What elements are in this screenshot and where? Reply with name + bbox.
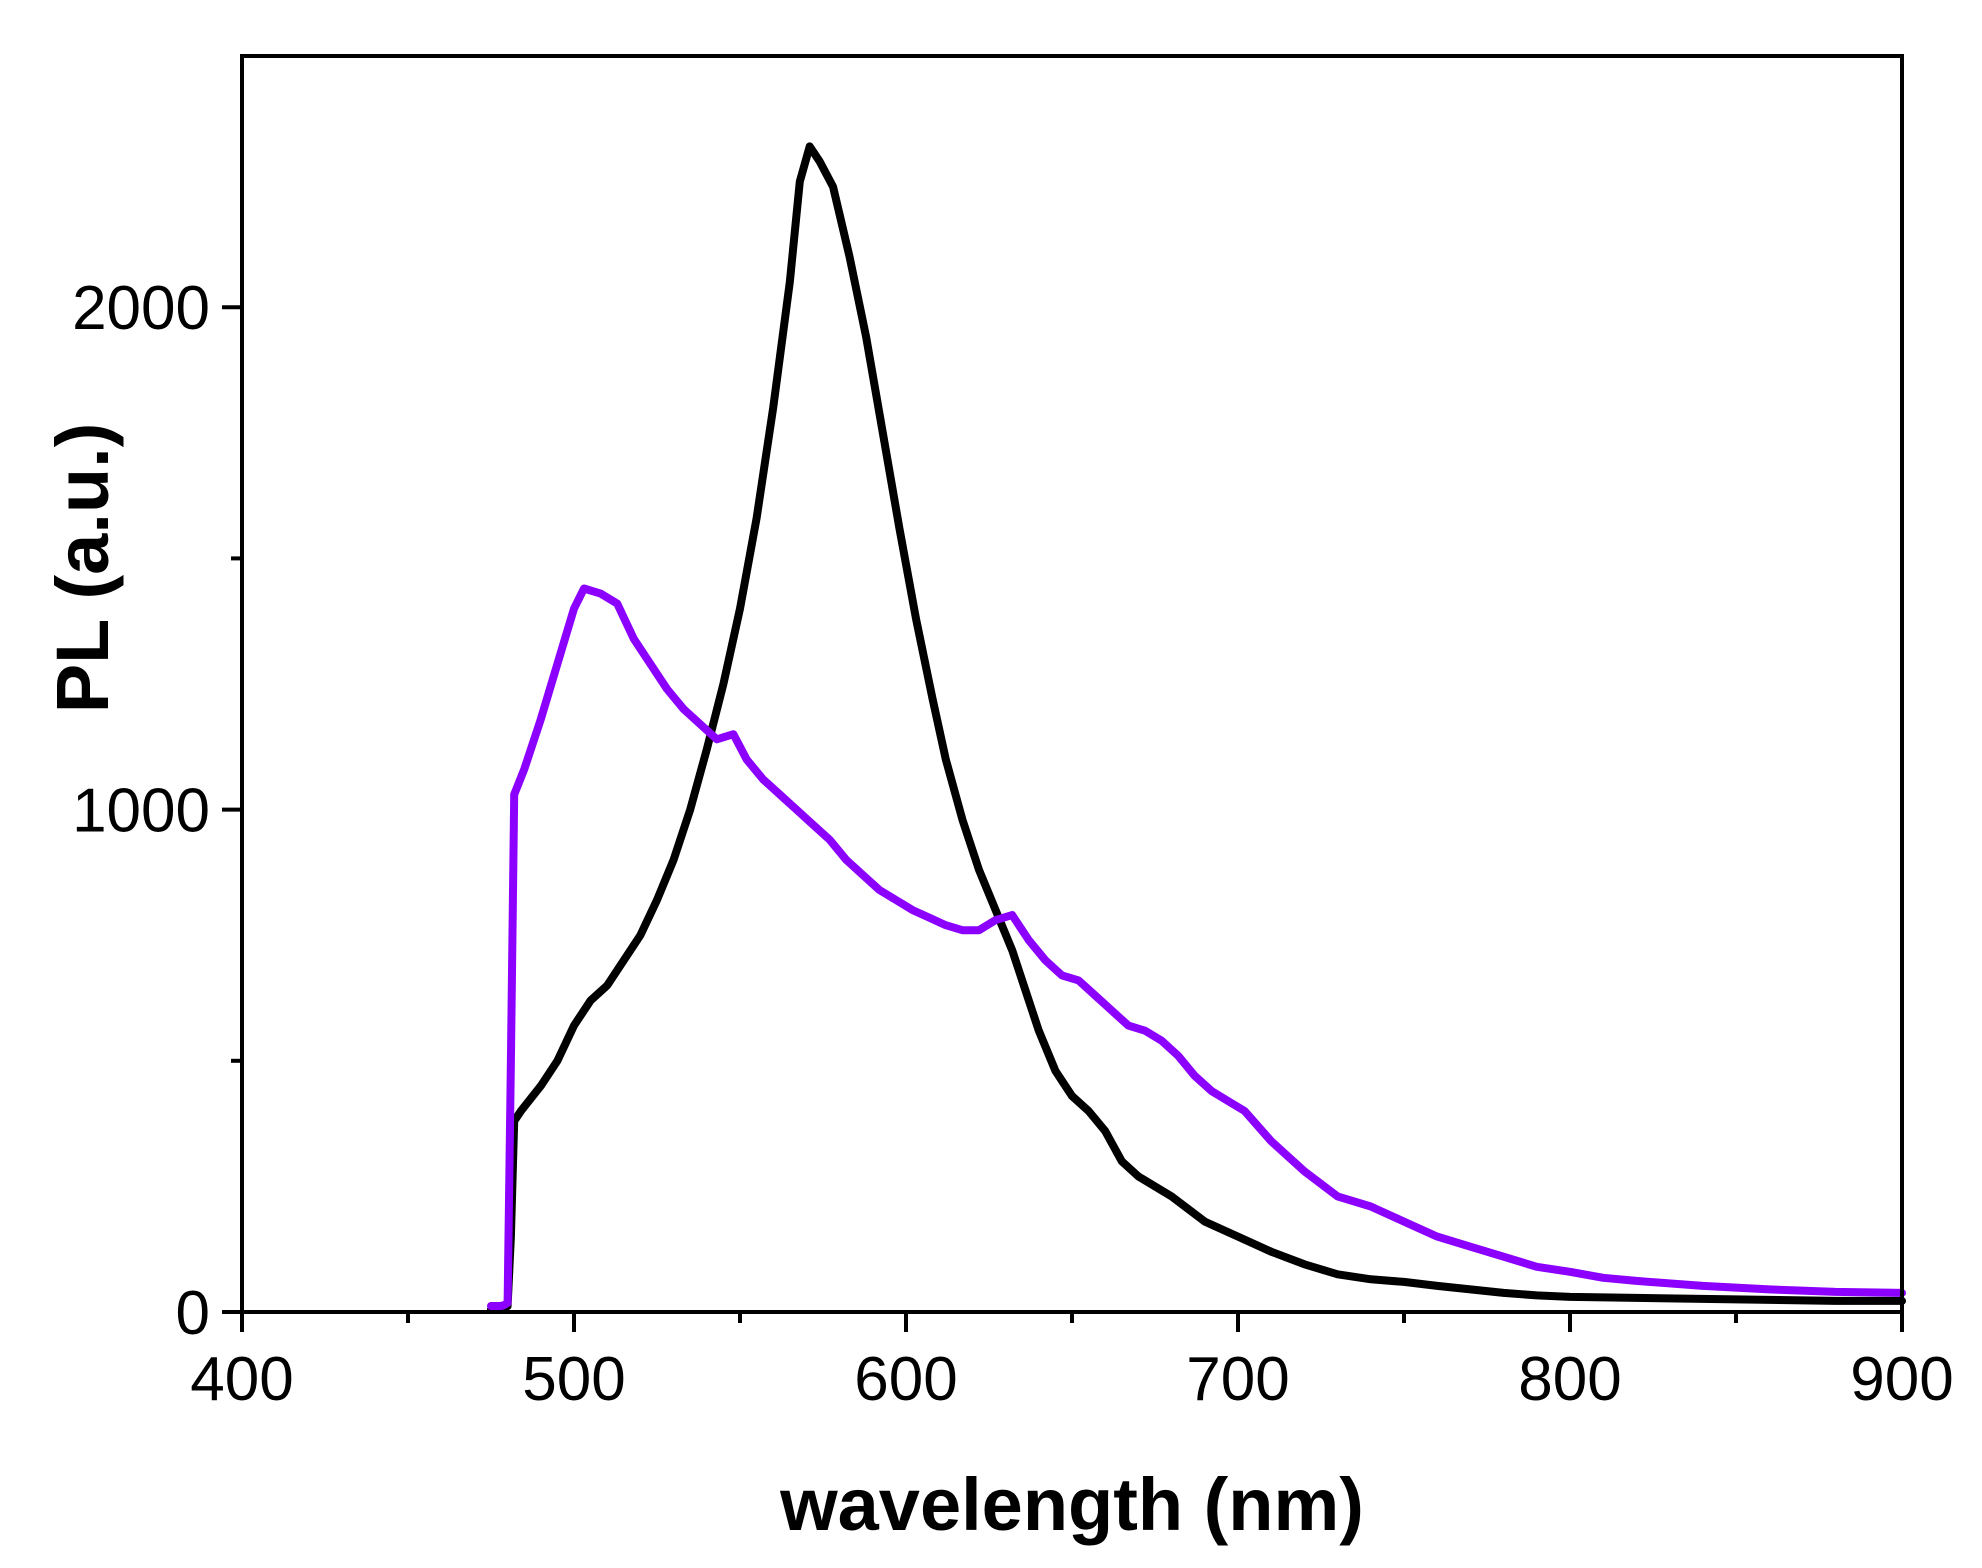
x-tick-label: 900 bbox=[1850, 1345, 1953, 1414]
y-tick-label: 2000 bbox=[72, 274, 210, 343]
series-layer bbox=[487, 142, 1906, 1314]
x-tick-label: 700 bbox=[1186, 1345, 1289, 1414]
y-axis-title: PL (a.u.) bbox=[41, 423, 124, 714]
x-axis-title: wavelength (nm) bbox=[779, 1463, 1364, 1546]
y-tick-label: 0 bbox=[176, 1279, 210, 1348]
x-tick-label: 600 bbox=[854, 1345, 957, 1414]
x-tick-label: 500 bbox=[522, 1345, 625, 1414]
series-line-black bbox=[487, 142, 1906, 1314]
x-tick-label: 800 bbox=[1518, 1345, 1621, 1414]
label-layer: 400 500 600 700 800 900 0 1000 2000 bbox=[72, 274, 1954, 1414]
y-tick-label: 1000 bbox=[72, 777, 210, 846]
x-tick-label: 400 bbox=[190, 1345, 293, 1414]
tick-layer bbox=[222, 305, 1904, 1332]
series-line-purple bbox=[487, 584, 1906, 1310]
